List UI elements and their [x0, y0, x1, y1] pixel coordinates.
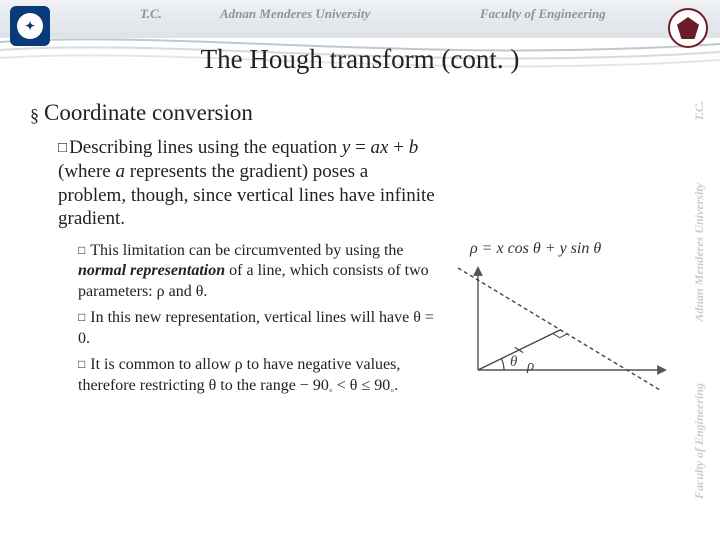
- bullet-l2-text: Describing lines using the equation y = …: [58, 137, 435, 229]
- bullet-l3-marker: □: [78, 243, 88, 257]
- svg-text:ρ: ρ: [526, 358, 534, 374]
- bullet-l3-text: It is common to allow ρ to have negative…: [78, 356, 400, 393]
- diagram-formula: ρ = x cos θ + y sin θ: [470, 240, 601, 258]
- bullet-level2: □Describing lines using the equation y =…: [58, 136, 438, 231]
- side-watermark-univ: Adnan Menderes University: [692, 183, 707, 322]
- header-faculty: Faculty of Engineering: [480, 6, 606, 22]
- bullet-level3: □ It is common to allow ρ to have negati…: [78, 355, 438, 398]
- normal-representation-diagram: ρ = x cos θ + y sin θ ρθ: [450, 240, 680, 410]
- side-watermark-tc: T.C.: [692, 101, 707, 121]
- bullet-l3-text: In this new representation, vertical lin…: [78, 309, 434, 346]
- faculty-crest-inner: [677, 17, 699, 39]
- bullet-l1-marker: §: [30, 100, 44, 130]
- diagram-svg: ρθ: [450, 240, 680, 410]
- bullet-level3: □ This limitation can be circumvented by…: [78, 241, 438, 302]
- bullet-l3-marker: □: [78, 357, 88, 371]
- university-logo-left-inner: ✦: [17, 13, 43, 39]
- bullet-level3: □ In this new representation, vertical l…: [78, 308, 438, 349]
- header-university: Adnan Menderes University: [220, 6, 370, 22]
- faculty-crest-right: [668, 8, 708, 48]
- bullet-l3-marker: □: [78, 310, 88, 324]
- side-watermark: T.C. Adnan Menderes University Faculty o…: [684, 70, 714, 530]
- bullet-l2-marker: □: [58, 140, 67, 156]
- bullet-level1: § Coordinate conversion: [30, 100, 670, 130]
- slide-title: The Hough transform (cont. ): [0, 44, 720, 75]
- side-watermark-faculty: Faculty of Engineering: [692, 383, 707, 499]
- bullet-l1-text: Coordinate conversion: [44, 100, 253, 126]
- svg-text:θ: θ: [510, 354, 518, 370]
- header-tc: T.C.: [140, 6, 162, 22]
- bullet-l3-text: This limitation can be circumvented by u…: [78, 242, 429, 300]
- university-logo-left: ✦: [10, 6, 50, 46]
